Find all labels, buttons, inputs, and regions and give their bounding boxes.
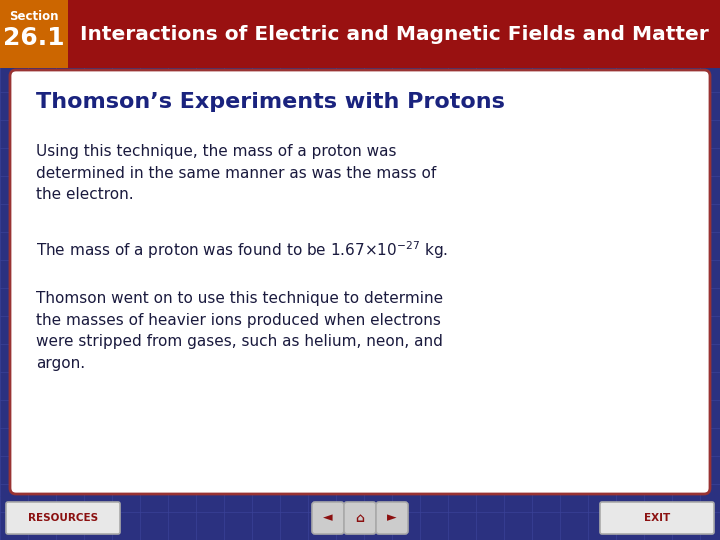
- Text: EXIT: EXIT: [644, 513, 670, 523]
- Bar: [0, 0, 720, 68]
- FancyBboxPatch shape: [376, 502, 408, 534]
- Text: ◄: ◄: [323, 511, 333, 524]
- Text: Using this technique, the mass of a proton was
determined in the same manner as : Using this technique, the mass of a prot…: [36, 144, 436, 202]
- Text: Section: Section: [9, 10, 59, 23]
- Text: Interactions of Electric and Magnetic Fields and Matter: Interactions of Electric and Magnetic Fi…: [80, 24, 708, 44]
- Bar: [0, 0, 68, 68]
- FancyBboxPatch shape: [312, 502, 344, 534]
- Text: ⌂: ⌂: [356, 511, 364, 524]
- Text: Thomson’s Experiments with Protons: Thomson’s Experiments with Protons: [36, 92, 505, 112]
- Text: Thomson went on to use this technique to determine
the masses of heavier ions pr: Thomson went on to use this technique to…: [36, 291, 443, 371]
- FancyBboxPatch shape: [10, 70, 710, 494]
- FancyBboxPatch shape: [344, 502, 376, 534]
- Text: 26.1: 26.1: [3, 26, 65, 50]
- FancyBboxPatch shape: [6, 502, 120, 534]
- Bar: [0, 496, 720, 540]
- Text: RESOURCES: RESOURCES: [28, 513, 98, 523]
- FancyBboxPatch shape: [600, 502, 714, 534]
- Text: ►: ►: [387, 511, 397, 524]
- Text: The mass of a proton was found to be 1.67$\times$10$^{-27}$ kg.: The mass of a proton was found to be 1.6…: [36, 239, 448, 261]
